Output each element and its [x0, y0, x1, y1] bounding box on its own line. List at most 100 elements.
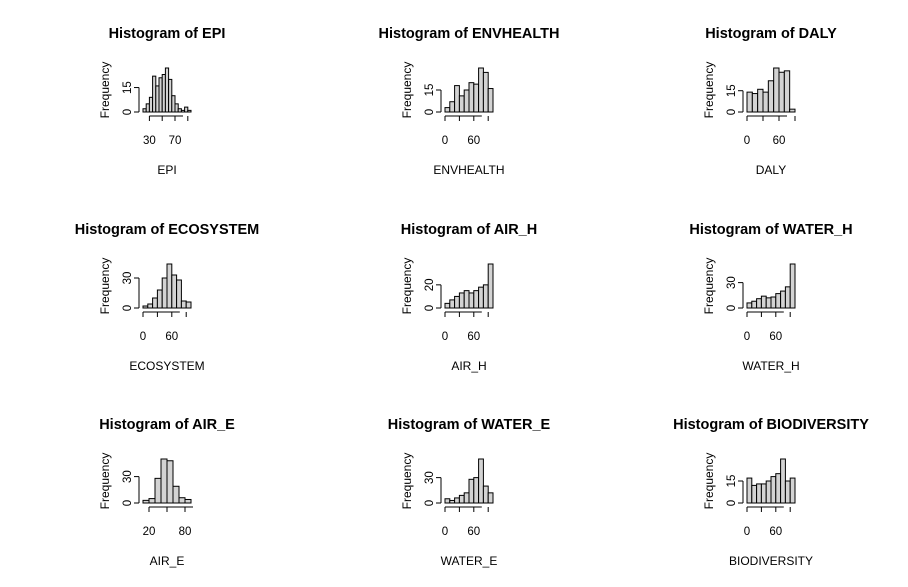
histogram-bar: [147, 303, 154, 309]
y-axis-label: Frequency: [400, 258, 414, 315]
x-tick-label: 60: [165, 331, 178, 343]
histogram-bar: [463, 89, 470, 113]
histogram-bar: [770, 296, 777, 309]
histogram-bar: [156, 289, 163, 309]
histogram-bar: [444, 302, 451, 309]
histogram-panel: Histogram of ENVHEALTH 0 15 Frequency 0 60 ENV…: [379, 26, 560, 177]
histogram-bar: [482, 485, 489, 504]
histogram-bar: [444, 107, 451, 113]
histogram-bar: [784, 286, 791, 309]
histogram-bar: [780, 290, 786, 309]
histogram-title: Histogram of ENVHEALTH: [379, 26, 560, 42]
x-tick-label: 70: [169, 135, 182, 147]
histogram-bar: [142, 499, 150, 504]
histogram-title: Histogram of AIR_E: [99, 417, 235, 433]
histogram-bar: [478, 458, 484, 504]
histogram-bar: [148, 498, 156, 504]
histogram-bar: [172, 485, 180, 504]
histogram-bar: [756, 483, 762, 504]
histogram-panel: Histogram of AIR_H 0 20 Frequency 0 60 AIR_H: [400, 222, 537, 373]
histogram-bar: [751, 93, 759, 113]
histogram-bar: [746, 91, 753, 113]
x-axis-label: AIR_E: [150, 554, 185, 568]
histogram-title: Histogram of DALY: [705, 26, 837, 42]
histogram-bar: [458, 292, 465, 309]
y-tick-label: 30: [424, 471, 436, 484]
histogram-bar: [775, 473, 782, 504]
y-axis-label: Frequency: [400, 62, 414, 119]
histogram-bar: [187, 109, 192, 113]
y-axis-label: Frequency: [98, 453, 112, 510]
x-tick-label: 60: [467, 331, 480, 343]
histogram-bar: [482, 71, 489, 113]
histogram-panel: Histogram of AIR_E 0 30 Frequency 20 80 AIR_E: [98, 417, 235, 568]
histogram-bar: [166, 460, 174, 504]
y-tick-label: 30: [726, 276, 738, 289]
x-axis-label: DALY: [756, 163, 786, 177]
histogram-panel: Histogram of DALY 0 15 Frequency 0 60 DALY: [702, 26, 837, 177]
histogram-bar: [757, 88, 764, 113]
y-tick-label: 20: [424, 278, 436, 291]
histogram-bar: [478, 67, 484, 113]
x-tick-label: 60: [769, 331, 782, 343]
y-tick-label: 0: [726, 109, 738, 115]
histogram-bar: [154, 477, 162, 504]
x-tick-label: 60: [467, 526, 480, 538]
histogram-bar: [775, 293, 782, 309]
histogram-bar: [789, 108, 796, 113]
histogram-bar: [180, 300, 187, 309]
histogram-bar: [449, 299, 456, 309]
y-tick-label: 15: [424, 84, 436, 97]
histogram-bar: [770, 476, 777, 504]
histogram-bar: [463, 492, 470, 504]
histogram-bar: [142, 305, 149, 309]
histogram-bar: [473, 290, 480, 309]
histogram-title: Histogram of WATER_E: [388, 417, 551, 433]
histogram-bar: [760, 483, 767, 504]
histogram-bar: [762, 91, 769, 113]
y-tick-label: 0: [726, 305, 738, 311]
y-tick-label: 0: [122, 305, 134, 311]
histogram-bar: [449, 499, 456, 504]
y-axis-label: Frequency: [702, 62, 716, 119]
y-tick-label: 30: [122, 470, 134, 483]
y-tick-label: 0: [424, 305, 436, 311]
histogram-bar: [468, 478, 475, 504]
histogram-bar: [161, 277, 168, 309]
histogram-bar: [760, 295, 767, 309]
histogram-bar: [454, 497, 460, 504]
x-tick-label: 0: [744, 526, 750, 538]
y-tick-label: 0: [424, 500, 436, 506]
histogram-bar: [171, 274, 178, 309]
x-axis-label: WATER_E: [441, 554, 498, 568]
histogram-panel: Histogram of BIODIVERSITY 0 15 Frequency 0 60…: [673, 417, 869, 568]
histogram-bar: [473, 83, 480, 113]
x-tick-label: 0: [744, 331, 750, 343]
histogram-bar: [751, 484, 758, 504]
x-axis-label: WATER_H: [742, 359, 799, 373]
x-axis-label: EPI: [157, 163, 176, 177]
x-tick-label: 0: [744, 135, 750, 147]
histogram-bar: [789, 477, 796, 504]
histogram-bar: [176, 279, 182, 309]
histogram-bar: [152, 297, 158, 309]
histogram-bar: [765, 480, 772, 504]
histogram-bar: [454, 85, 460, 113]
histogram-title: Histogram of ECOSYSTEM: [75, 222, 260, 238]
histogram-bar: [458, 95, 465, 113]
histogram-bar: [185, 301, 192, 309]
histogram-title: Histogram of WATER_H: [689, 222, 852, 238]
y-tick-label: 15: [726, 475, 738, 488]
histogram-title: Histogram of AIR_H: [401, 222, 537, 238]
y-axis-label: Frequency: [98, 62, 112, 119]
x-tick-label: 30: [143, 135, 156, 147]
histogram-bar: [767, 80, 775, 113]
histogram-panel: Histogram of ECOSYSTEM 0 30 Frequency 0 60 ECO…: [75, 222, 260, 373]
x-tick-label: 0: [442, 526, 448, 538]
histogram-bar: [773, 67, 780, 113]
histogram-bar: [487, 263, 494, 309]
histogram-bar: [458, 494, 465, 504]
x-tick-label: 0: [442, 331, 448, 343]
histogram-bar: [468, 292, 475, 309]
